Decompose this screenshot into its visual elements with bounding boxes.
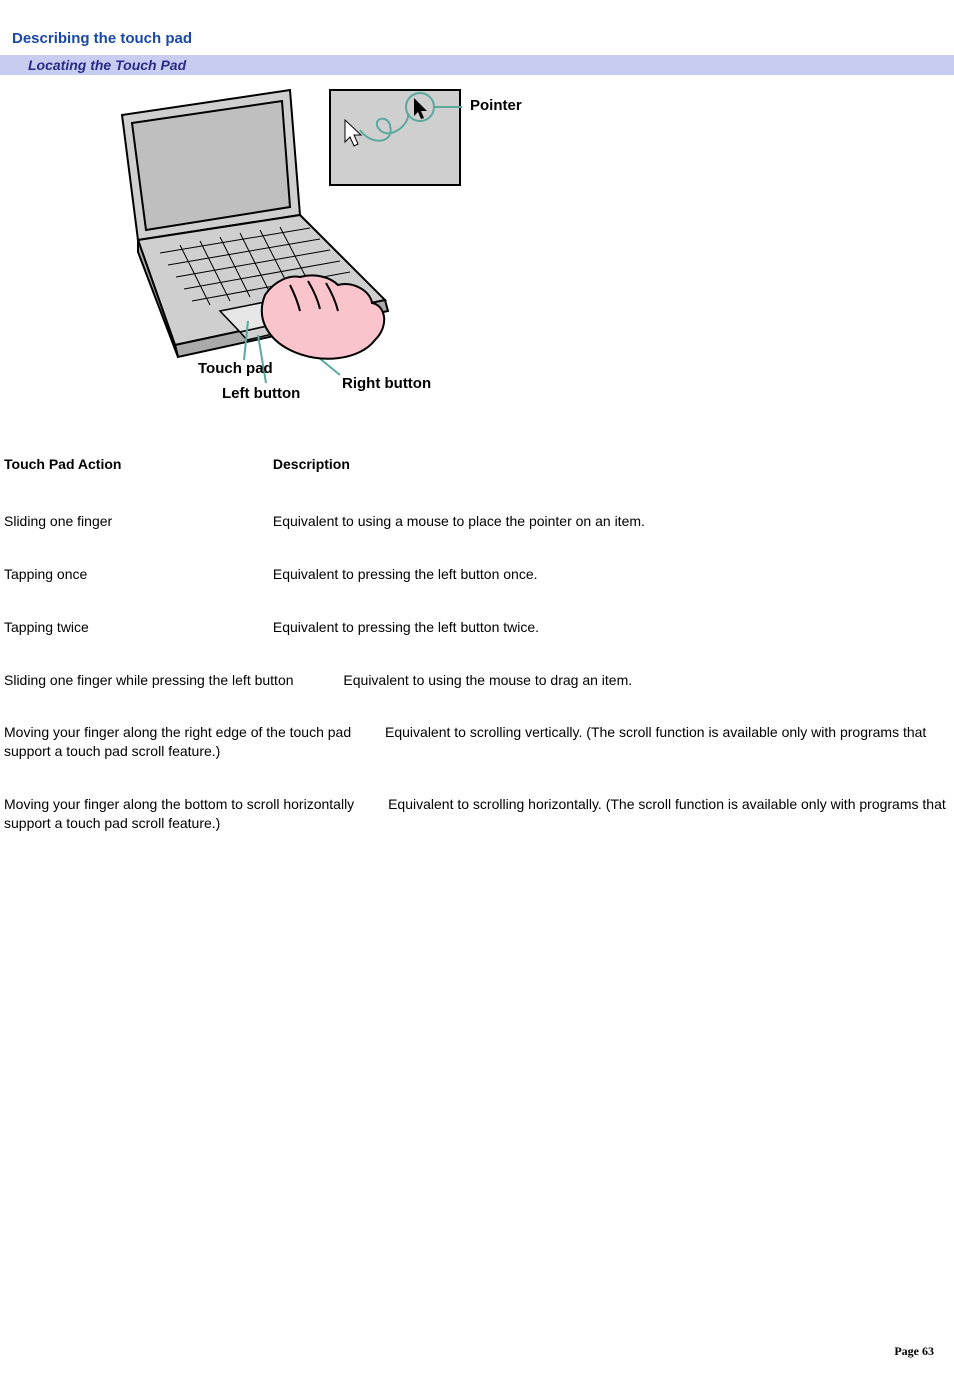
- left-button-label: Left button: [222, 385, 300, 402]
- row5-action: Moving your finger along the bottom to s…: [4, 796, 354, 812]
- row4-action: Moving your finger along the right edge …: [4, 724, 351, 740]
- row1-desc: Equivalent to pressing the left button o…: [273, 566, 538, 582]
- row1-action: Tapping once: [0, 565, 269, 584]
- row3-action: Sliding one finger while pressing the le…: [4, 672, 294, 688]
- section-header: Locating the Touch Pad: [0, 55, 954, 75]
- row2-desc: Equivalent to pressing the left button t…: [273, 619, 539, 635]
- row0-action: Sliding one finger: [0, 512, 269, 531]
- row2-action: Tapping twice: [0, 618, 269, 637]
- right-button-label: Right button: [342, 375, 431, 392]
- col-header-description: Description: [273, 456, 350, 472]
- row3-desc: Equivalent to using the mouse to drag an…: [343, 672, 632, 688]
- touchpad-label: Touch pad: [198, 360, 273, 377]
- touchpad-figure: Pointer Touch pad Left button Right butt…: [90, 85, 630, 425]
- page-number: Page 63: [894, 1344, 934, 1359]
- page-title: Describing the touch pad: [12, 30, 954, 47]
- laptop-illustration: [90, 85, 630, 425]
- pointer-label: Pointer: [470, 97, 522, 114]
- col-header-action: Touch Pad Action: [0, 455, 269, 474]
- actions-table: Touch Pad Action Description Sliding one…: [0, 455, 954, 833]
- row0-desc: Equivalent to using a mouse to place the…: [273, 513, 645, 529]
